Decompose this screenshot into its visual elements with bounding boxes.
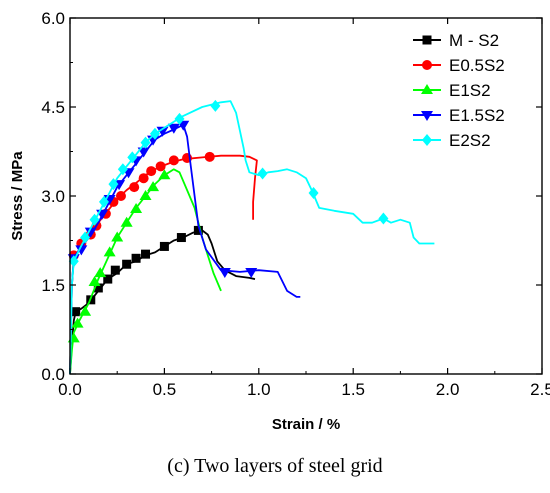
data-point [146,166,157,177]
data-point [115,191,126,201]
data-point [108,178,119,191]
x-tick-label: 2.0 [436,380,460,399]
y-tick-label: 0.0 [41,365,65,384]
legend-entry: E2S2 [413,131,491,150]
legend-marker [422,134,432,146]
series-e0.5s2 [68,151,258,375]
legend-entry: E1S2 [413,81,491,100]
y-tick-label: 1.5 [41,276,65,295]
data-point [168,155,179,166]
data-point [131,253,141,263]
legend-label: E2S2 [449,131,491,150]
data-point [139,190,152,200]
series-line [69,100,435,375]
x-tick-label: 1.5 [341,380,365,399]
figure-caption: (c) Two layers of steel grid [167,455,382,477]
series-line [69,229,256,375]
data-point [93,283,103,293]
x-tick-label: 1.0 [247,380,271,399]
data-point [176,233,186,243]
legend: M - S2 E0.5S2 E1S2 E1.5S2 E2S2 [413,31,505,150]
data-point [138,173,149,184]
series-line [69,168,222,375]
data-point [129,182,140,193]
data-point [149,127,160,140]
legend-entry: E1.5S2 [413,106,505,125]
series-e1s2 [67,168,222,375]
data-point [68,255,79,268]
legend-label: E0.5S2 [449,56,505,75]
data-point [120,216,133,227]
data-point [204,151,215,162]
x-tick-label: 0.5 [153,380,177,399]
data-point [147,181,160,192]
data-point [75,245,88,256]
data-point [71,307,81,317]
data-point [210,99,221,112]
data-point [218,267,231,278]
data-point [308,187,319,200]
x-tick-label: 0.0 [58,380,82,399]
data-point [88,276,101,287]
data-point [378,212,389,225]
legend-marker [421,84,433,94]
data-point [80,231,91,244]
data-point [257,167,268,180]
y-tick-label: 6.0 [41,9,65,28]
data-point [167,123,180,134]
data-point [103,274,113,284]
data-point [103,246,116,257]
legend-label: M - S2 [449,31,499,50]
axis-ticks: 0.0 0.5 1.0 1.5 2.0 2.5 0.0 1.5 3.0 4.5 6.0 [41,9,550,399]
data-point [84,227,97,238]
data-point [117,163,128,176]
data-point [174,112,185,125]
legend-marker [422,60,432,70]
series-line [69,154,258,375]
data-point [110,265,120,275]
y-tick-label: 4.5 [41,98,65,117]
data-point [193,225,203,235]
data-point [127,151,138,164]
series-ms2 [69,225,256,375]
data-point [71,317,84,328]
data-point [141,249,151,259]
data-point [159,241,169,251]
series-layer [67,99,435,375]
data-point [79,305,92,316]
data-point [111,231,124,242]
data-point [155,161,166,172]
data-point [158,169,171,180]
data-point [98,195,109,208]
data-point [130,203,143,214]
series-e2s2 [68,99,435,375]
legend-entry: M - S2 [413,31,499,50]
data-point [94,267,107,278]
data-point [89,213,100,226]
data-point [156,126,169,137]
legend-label: E1.5S2 [449,106,505,125]
x-tick-label: 2.5 [530,380,550,399]
data-point [245,267,258,278]
y-axis-title: Stress / MPa [9,151,26,241]
legend-label: E1S2 [449,81,491,100]
legend-entry: E0.5S2 [413,56,505,75]
y-tick-label: 3.0 [41,187,65,206]
legend-marker [422,35,432,45]
x-axis-title: Strain / % [272,416,340,433]
data-point [140,136,151,149]
legend-marker [421,111,433,121]
data-point [122,259,132,269]
